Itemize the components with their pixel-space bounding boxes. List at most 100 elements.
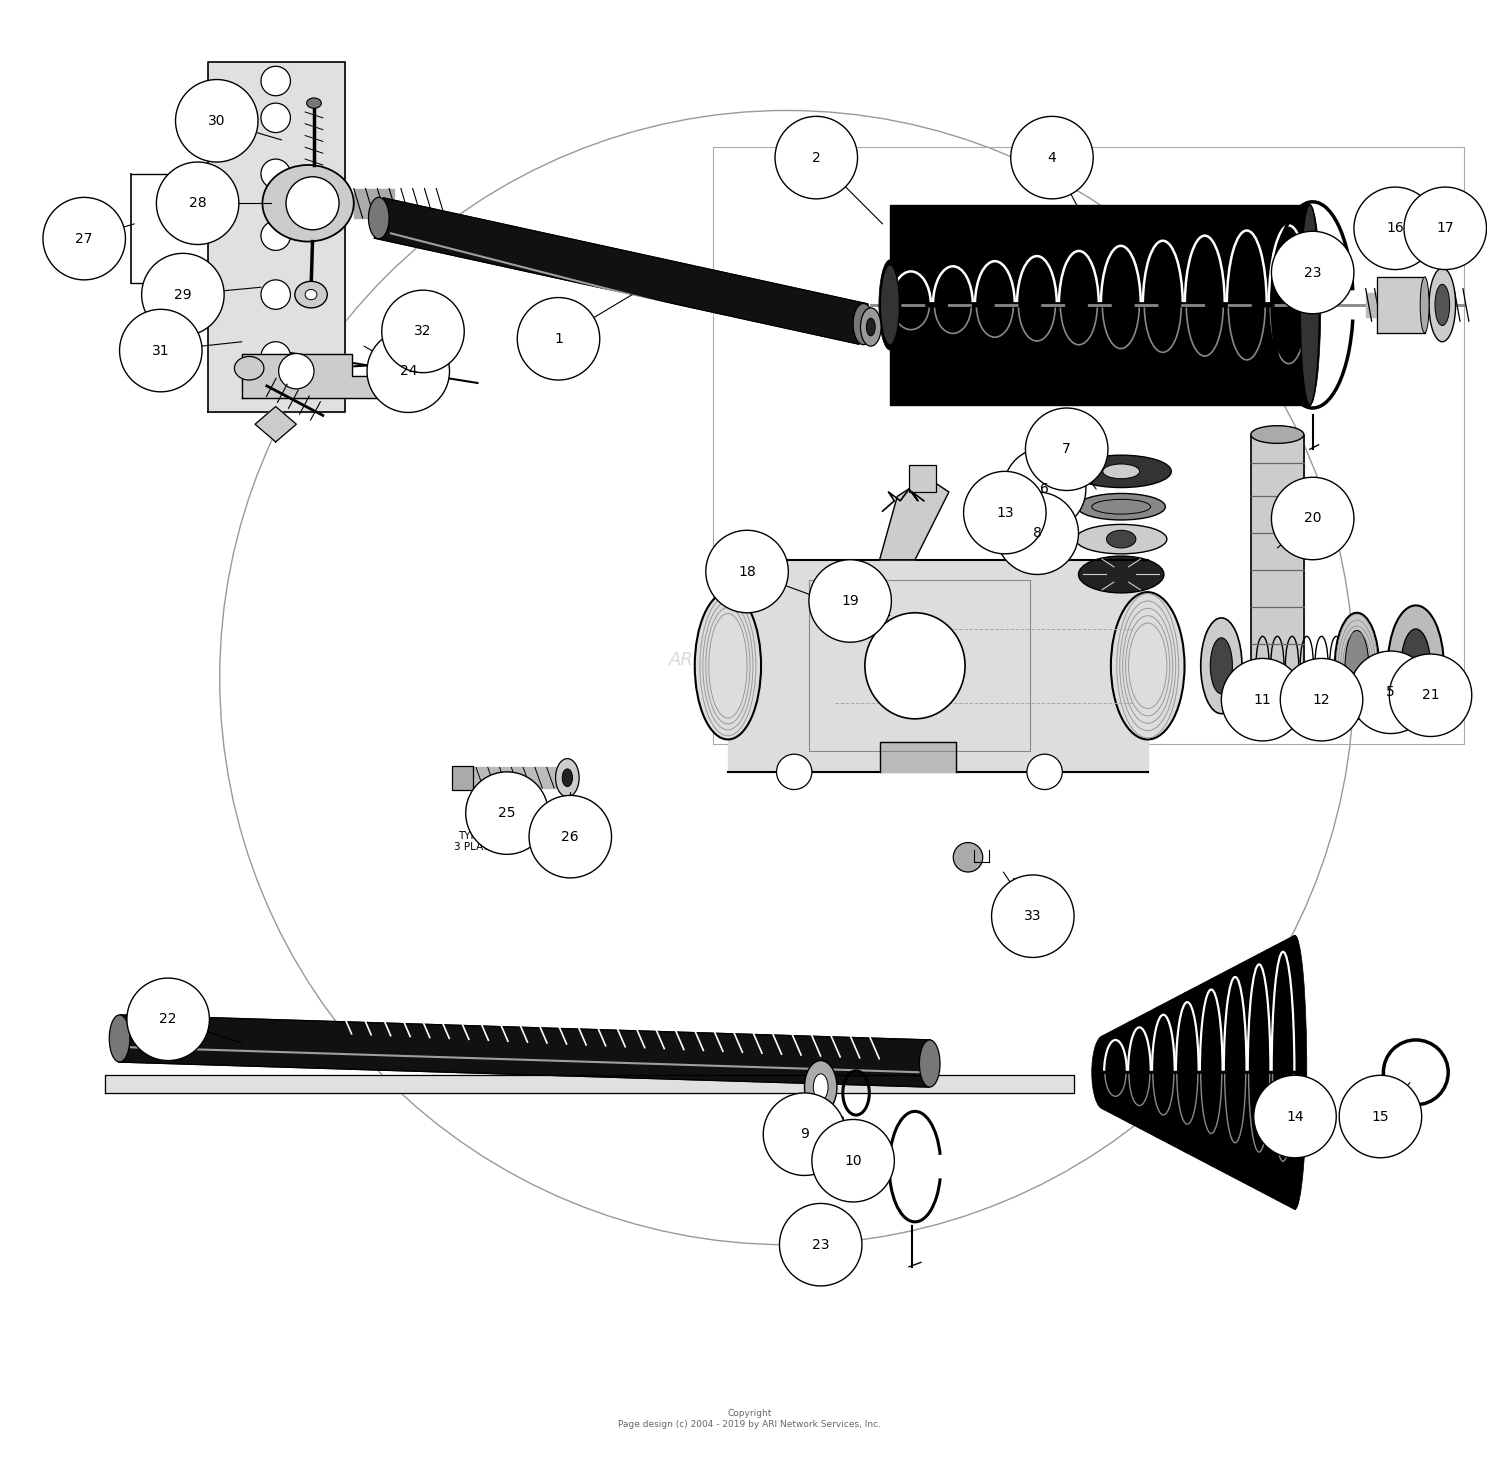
Ellipse shape: [1256, 950, 1280, 1195]
Text: 14: 14: [1286, 1109, 1304, 1124]
Ellipse shape: [1077, 493, 1166, 520]
Polygon shape: [890, 205, 1310, 405]
Circle shape: [996, 492, 1078, 574]
Ellipse shape: [1251, 672, 1304, 689]
Text: 32: 32: [414, 324, 432, 339]
Ellipse shape: [1282, 935, 1306, 1209]
Text: 28: 28: [189, 196, 207, 211]
Polygon shape: [879, 477, 950, 560]
Ellipse shape: [555, 759, 579, 797]
Ellipse shape: [110, 1015, 130, 1062]
Text: 12: 12: [1312, 692, 1330, 707]
Text: ARI PartStream.™: ARI PartStream.™: [669, 651, 831, 669]
Text: 20: 20: [1304, 511, 1322, 526]
Text: 10: 10: [844, 1153, 862, 1168]
Polygon shape: [375, 197, 868, 345]
Ellipse shape: [853, 303, 873, 345]
Ellipse shape: [1119, 1021, 1143, 1124]
Ellipse shape: [867, 318, 874, 336]
Circle shape: [808, 560, 891, 642]
Ellipse shape: [369, 197, 388, 239]
Circle shape: [1221, 658, 1304, 741]
Text: 6: 6: [1040, 482, 1048, 496]
Text: Copyright
Page design (c) 2004 - 2019 by ARI Network Services, Inc.: Copyright Page design (c) 2004 - 2019 by…: [618, 1410, 882, 1429]
Circle shape: [1404, 187, 1486, 270]
Circle shape: [1028, 754, 1062, 790]
Circle shape: [176, 80, 258, 162]
Circle shape: [812, 1119, 894, 1202]
Text: 25: 25: [498, 806, 516, 820]
Ellipse shape: [694, 592, 760, 739]
Circle shape: [381, 290, 464, 373]
Text: 9: 9: [800, 1127, 808, 1142]
Ellipse shape: [1102, 464, 1140, 479]
Ellipse shape: [1202, 978, 1224, 1167]
Text: 16: 16: [1386, 221, 1404, 236]
Ellipse shape: [1299, 205, 1322, 405]
Circle shape: [141, 253, 224, 336]
Polygon shape: [354, 189, 393, 218]
Polygon shape: [1365, 293, 1449, 317]
Circle shape: [120, 309, 202, 392]
Circle shape: [286, 177, 339, 230]
Text: 30: 30: [209, 113, 225, 128]
Ellipse shape: [1107, 530, 1136, 548]
Ellipse shape: [1206, 217, 1227, 393]
Circle shape: [261, 159, 291, 189]
Ellipse shape: [1335, 613, 1378, 719]
Circle shape: [1011, 116, 1094, 199]
Text: 24: 24: [399, 364, 417, 379]
Ellipse shape: [1146, 1008, 1170, 1137]
Ellipse shape: [1401, 629, 1431, 703]
Ellipse shape: [1252, 211, 1274, 399]
Ellipse shape: [562, 769, 573, 787]
Circle shape: [156, 162, 238, 245]
Text: TYPICAL
3 PLACES: TYPICAL 3 PLACES: [454, 831, 504, 853]
Ellipse shape: [1076, 524, 1167, 554]
Text: 29: 29: [174, 287, 192, 302]
Circle shape: [261, 280, 291, 309]
Polygon shape: [242, 354, 396, 398]
Circle shape: [776, 116, 858, 199]
Circle shape: [1340, 1075, 1422, 1158]
Text: 27: 27: [75, 231, 93, 246]
Circle shape: [1389, 654, 1472, 736]
Polygon shape: [1104, 935, 1294, 1209]
Ellipse shape: [1300, 205, 1320, 405]
Ellipse shape: [1112, 592, 1185, 739]
Circle shape: [368, 330, 450, 412]
Ellipse shape: [1228, 963, 1252, 1181]
Ellipse shape: [880, 265, 900, 345]
Ellipse shape: [920, 1040, 940, 1087]
Circle shape: [261, 103, 291, 133]
Ellipse shape: [1174, 993, 1197, 1152]
Circle shape: [1254, 1075, 1336, 1158]
Circle shape: [44, 197, 126, 280]
Circle shape: [518, 298, 600, 380]
Circle shape: [992, 875, 1074, 957]
Ellipse shape: [1388, 605, 1444, 726]
Text: 23: 23: [812, 1237, 830, 1252]
Circle shape: [128, 978, 210, 1061]
Circle shape: [1272, 477, 1354, 560]
Text: 22: 22: [159, 1012, 177, 1027]
Polygon shape: [728, 560, 1148, 772]
Circle shape: [1354, 187, 1437, 270]
Ellipse shape: [1112, 230, 1134, 380]
Polygon shape: [1377, 277, 1425, 333]
Text: 21: 21: [1422, 688, 1440, 703]
Ellipse shape: [296, 281, 327, 308]
Text: 4: 4: [1047, 150, 1056, 165]
Ellipse shape: [1430, 268, 1455, 342]
Ellipse shape: [1210, 638, 1233, 694]
Circle shape: [261, 66, 291, 96]
Text: 33: 33: [1024, 909, 1041, 924]
Text: TYPICAL
3 PLACES: TYPICAL 3 PLACES: [1008, 878, 1058, 900]
Text: 7: 7: [1062, 442, 1071, 457]
Text: 5: 5: [1386, 685, 1395, 700]
Ellipse shape: [861, 308, 880, 346]
Ellipse shape: [1251, 426, 1304, 443]
Circle shape: [261, 342, 291, 371]
Circle shape: [1350, 651, 1432, 734]
Ellipse shape: [926, 253, 948, 356]
